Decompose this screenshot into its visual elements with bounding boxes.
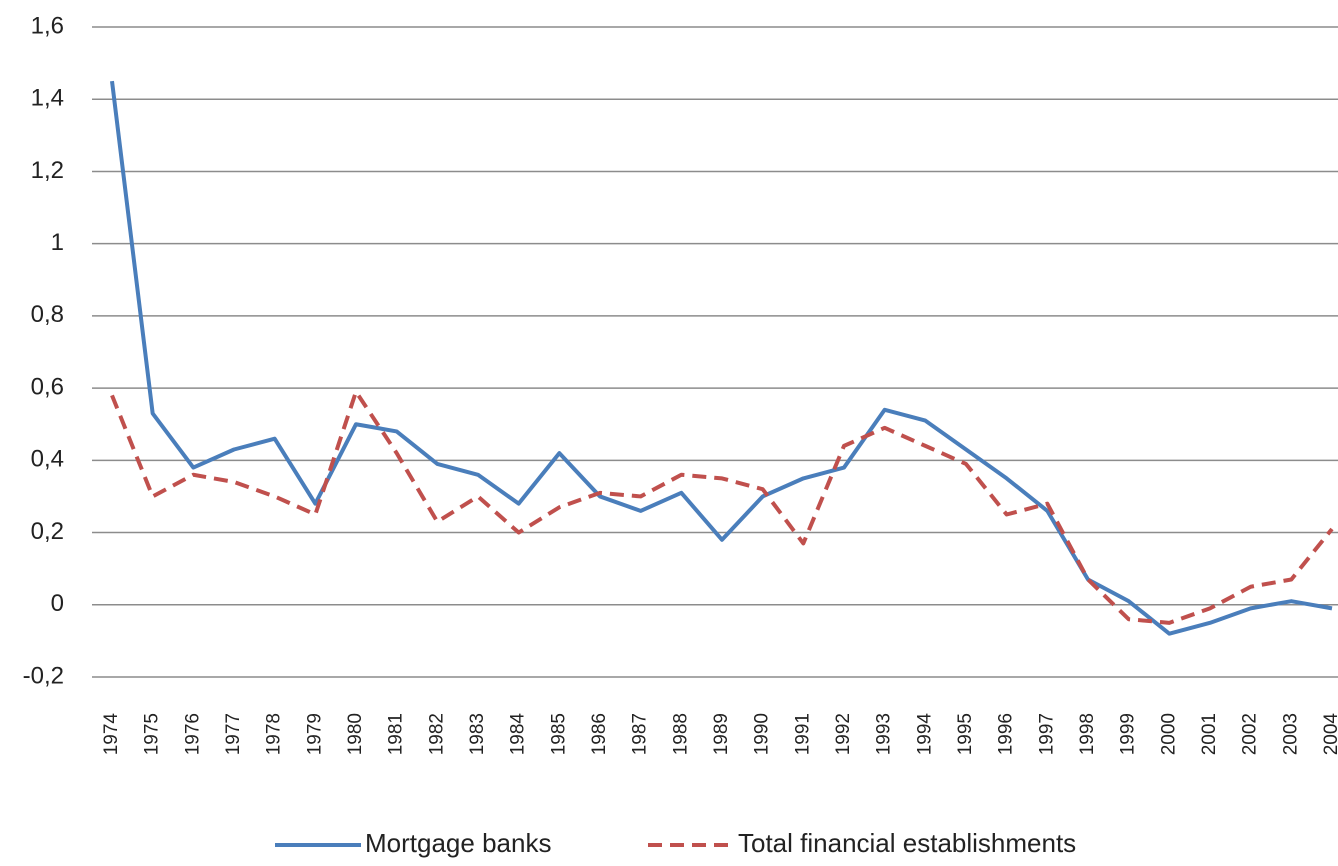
legend-label: Mortgage banks	[365, 828, 551, 858]
y-tick-label: -0,2	[23, 662, 64, 689]
x-tick-label: 1994	[914, 713, 935, 756]
x-tick-label: 1993	[874, 713, 895, 755]
x-tick-label: 1982	[426, 713, 447, 755]
x-tick-label: 1975	[142, 713, 163, 755]
y-tick-label: 0,8	[31, 301, 64, 328]
y-tick-label: 0,4	[31, 446, 64, 473]
x-tick-label: 1992	[833, 713, 854, 755]
legend-label: Total financial establishments	[738, 828, 1076, 858]
y-tick-label: 1,2	[31, 157, 64, 184]
x-tick-label: 1999	[1118, 713, 1139, 755]
x-tick-label: 1983	[467, 713, 488, 755]
x-tick-label: 1996	[996, 713, 1017, 755]
x-tick-label: 1997	[1036, 713, 1057, 755]
y-tick-label: 1	[51, 229, 64, 256]
x-tick-label: 1987	[630, 713, 651, 755]
x-tick-label: 1974	[101, 713, 122, 756]
x-tick-label: 2003	[1280, 713, 1301, 755]
x-tick-label: 1991	[792, 713, 813, 755]
series-line	[110, 389, 1334, 625]
x-tick-label: 1989	[711, 713, 732, 755]
x-tick-label: 1986	[589, 713, 610, 755]
y-tick-label: 1,6	[31, 12, 64, 39]
x-tick-label: 1990	[752, 713, 773, 755]
x-tick-label: 1984	[508, 713, 529, 756]
x-tick-label: 1995	[955, 713, 976, 755]
x-tick-label: 1977	[223, 713, 244, 755]
y-tick-label: 1,4	[31, 85, 64, 112]
x-tick-label: 2001	[1199, 713, 1220, 755]
x-tick-label: 1979	[304, 713, 325, 755]
x-tick-label: 2004	[1321, 713, 1338, 756]
x-tick-label: 1978	[264, 713, 285, 755]
x-tick-label: 1976	[182, 713, 203, 755]
y-tick-label: 0,2	[31, 518, 64, 545]
x-tick-label: 1985	[548, 713, 569, 755]
series-line	[110, 80, 1333, 636]
x-tick-label: 2002	[1240, 713, 1261, 755]
x-tick-label: 1988	[670, 713, 691, 755]
x-tick-label: 1980	[345, 713, 366, 755]
y-tick-label: 0,6	[31, 373, 64, 400]
y-tick-label: 0	[51, 590, 64, 617]
x-tick-label: 1981	[386, 713, 407, 755]
x-tick-label: 1998	[1077, 713, 1098, 755]
x-tick-label: 2000	[1158, 713, 1179, 755]
